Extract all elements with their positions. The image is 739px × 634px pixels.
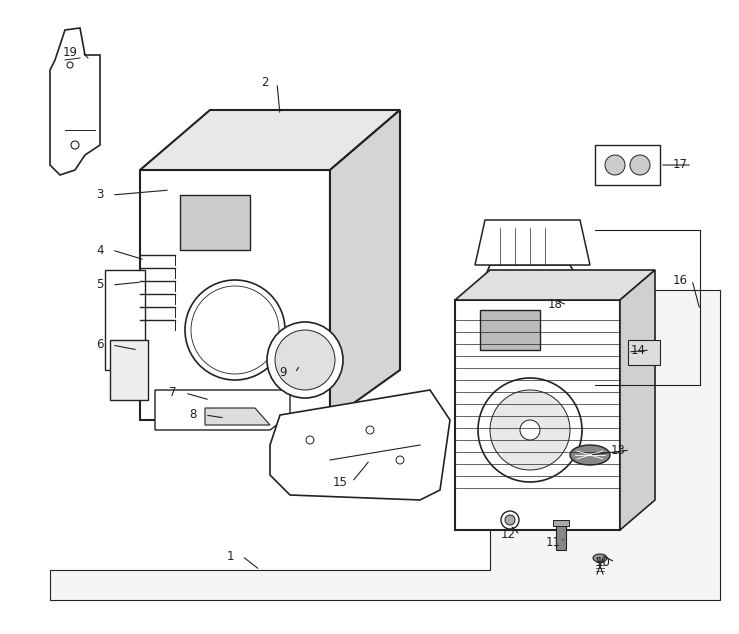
- Circle shape: [501, 511, 519, 529]
- Text: 14: 14: [630, 344, 645, 356]
- Circle shape: [478, 378, 582, 482]
- Text: 4: 4: [96, 243, 103, 257]
- Polygon shape: [455, 270, 655, 300]
- Text: 7: 7: [169, 387, 177, 399]
- Polygon shape: [105, 270, 145, 370]
- Polygon shape: [155, 390, 290, 430]
- Circle shape: [490, 390, 570, 470]
- Circle shape: [520, 420, 540, 440]
- Polygon shape: [50, 290, 720, 600]
- Circle shape: [605, 155, 625, 175]
- Text: 1: 1: [226, 550, 234, 562]
- Polygon shape: [205, 408, 270, 425]
- Polygon shape: [553, 520, 569, 526]
- Polygon shape: [140, 170, 330, 420]
- Circle shape: [275, 330, 335, 390]
- Text: 6: 6: [96, 339, 103, 351]
- Text: 10: 10: [596, 555, 610, 569]
- Ellipse shape: [593, 554, 607, 562]
- Polygon shape: [475, 220, 590, 265]
- Polygon shape: [50, 28, 100, 175]
- Circle shape: [505, 515, 515, 525]
- Polygon shape: [270, 390, 450, 500]
- Polygon shape: [330, 110, 400, 420]
- Polygon shape: [480, 310, 540, 350]
- Polygon shape: [180, 195, 250, 250]
- Polygon shape: [556, 525, 566, 550]
- Ellipse shape: [570, 445, 610, 465]
- Text: 16: 16: [672, 273, 687, 287]
- Circle shape: [630, 155, 650, 175]
- Polygon shape: [620, 270, 655, 530]
- Polygon shape: [628, 340, 660, 365]
- Text: 3: 3: [96, 188, 103, 202]
- Text: 11: 11: [545, 536, 560, 548]
- Polygon shape: [455, 300, 620, 530]
- Text: 12: 12: [500, 529, 516, 541]
- Text: 17: 17: [672, 158, 687, 172]
- Text: 15: 15: [333, 476, 347, 489]
- Polygon shape: [140, 110, 400, 170]
- Text: 19: 19: [63, 46, 78, 58]
- Polygon shape: [475, 265, 590, 380]
- Text: 18: 18: [548, 299, 562, 311]
- Text: 9: 9: [279, 366, 287, 380]
- Text: 13: 13: [610, 444, 625, 456]
- Text: 2: 2: [262, 77, 269, 89]
- Text: 8: 8: [189, 408, 197, 422]
- Polygon shape: [110, 340, 148, 400]
- Polygon shape: [595, 145, 660, 185]
- Text: 5: 5: [96, 278, 103, 292]
- Circle shape: [267, 322, 343, 398]
